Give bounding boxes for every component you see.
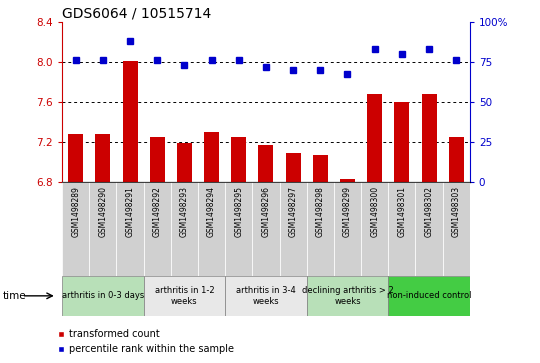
Bar (361, 182, 388, 276)
Bar (388, 276, 470, 316)
Bar (313, 155, 328, 182)
Bar (96, 134, 110, 182)
Bar (198, 182, 225, 276)
Text: non-induced control: non-induced control (387, 291, 471, 300)
Bar (225, 276, 307, 316)
Text: GSM1498301: GSM1498301 (397, 186, 406, 237)
Text: GSM1498299: GSM1498299 (343, 186, 352, 237)
Text: GSM1498292: GSM1498292 (153, 186, 162, 237)
Bar (204, 132, 219, 182)
Text: GSM1498293: GSM1498293 (180, 186, 189, 237)
Bar (367, 94, 382, 182)
Bar (286, 152, 301, 182)
Text: declining arthritis > 2
weeks: declining arthritis > 2 weeks (302, 286, 393, 306)
Bar (443, 182, 470, 276)
Text: arthritis in 0-3 days: arthritis in 0-3 days (62, 291, 144, 300)
Bar (334, 182, 361, 276)
Bar (415, 182, 443, 276)
Text: time: time (3, 291, 26, 301)
Bar (68, 134, 83, 182)
Bar (89, 182, 117, 276)
Text: GSM1498295: GSM1498295 (234, 186, 243, 237)
Bar (171, 182, 198, 276)
Bar (177, 143, 192, 182)
Text: GSM1498290: GSM1498290 (98, 186, 107, 237)
Text: GSM1498289: GSM1498289 (71, 186, 80, 237)
Bar (62, 182, 89, 276)
Bar (307, 276, 388, 316)
Bar (449, 136, 464, 182)
Bar (280, 182, 307, 276)
Bar (123, 61, 138, 182)
Text: GSM1498300: GSM1498300 (370, 186, 379, 237)
Bar (225, 182, 252, 276)
Bar (394, 102, 409, 182)
Bar (307, 182, 334, 276)
Bar (117, 182, 144, 276)
Bar (252, 182, 280, 276)
Bar (144, 276, 225, 316)
Bar (388, 182, 415, 276)
Bar (62, 276, 144, 316)
Bar (340, 179, 355, 182)
Text: GSM1498294: GSM1498294 (207, 186, 216, 237)
Bar (231, 136, 246, 182)
Bar (144, 182, 171, 276)
Text: GSM1498298: GSM1498298 (316, 186, 325, 237)
Bar (150, 136, 165, 182)
Bar (259, 144, 273, 182)
Text: GSM1498303: GSM1498303 (451, 186, 461, 237)
Text: GSM1498297: GSM1498297 (288, 186, 298, 237)
Text: GSM1498296: GSM1498296 (261, 186, 271, 237)
Text: arthritis in 3-4
weeks: arthritis in 3-4 weeks (236, 286, 296, 306)
Legend: transformed count, percentile rank within the sample: transformed count, percentile rank withi… (53, 326, 238, 358)
Text: GDS6064 / 10515714: GDS6064 / 10515714 (62, 7, 211, 21)
Bar (422, 94, 436, 182)
Text: arthritis in 1-2
weeks: arthritis in 1-2 weeks (154, 286, 214, 306)
Text: GSM1498291: GSM1498291 (126, 186, 134, 237)
Text: GSM1498302: GSM1498302 (424, 186, 434, 237)
